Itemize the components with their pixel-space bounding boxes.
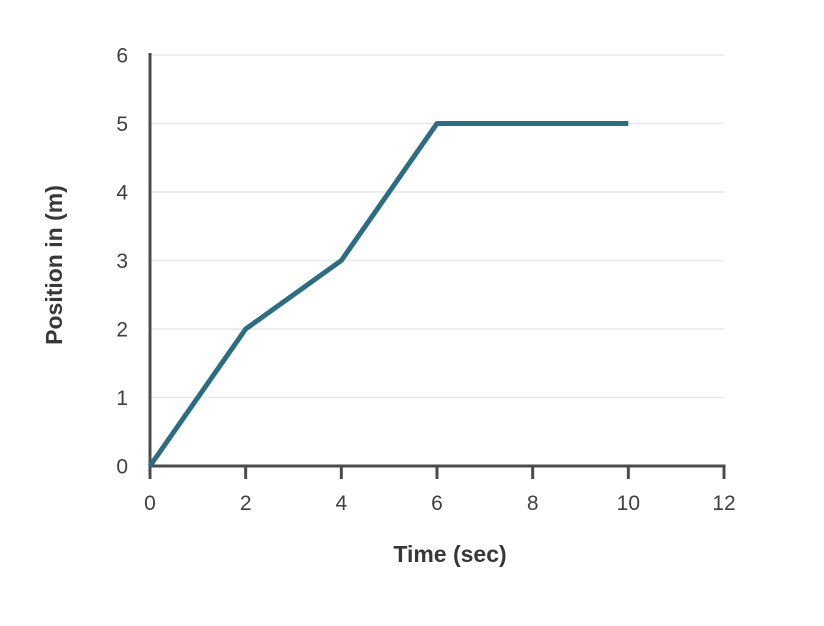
y-tick-label: 2	[116, 319, 128, 342]
y-tick-label: 6	[116, 45, 128, 68]
data-line	[147, 121, 629, 468]
y-axis-title: Position in (m)	[41, 185, 67, 345]
y-tick-label: 0	[116, 456, 128, 479]
x-tick-label: 10	[617, 492, 640, 515]
x-tick-label: 12	[712, 492, 735, 515]
y-tick-labels: 0 1 2 3 4 5 6	[116, 45, 128, 479]
y-tick-label: 4	[116, 182, 128, 205]
x-axis-title: Time (sec)	[393, 541, 506, 567]
y-tick-label: 1	[116, 387, 128, 410]
x-tick-labels: 0 2 4 6 8 10 12	[144, 492, 736, 515]
series-line	[147, 121, 629, 468]
x-tick-label: 8	[527, 492, 539, 515]
x-tick-label: 6	[431, 492, 443, 515]
x-tick-label: 0	[144, 492, 156, 515]
x-tick-label: 2	[240, 492, 252, 515]
y-tick-label: 3	[116, 250, 128, 273]
axes	[148, 53, 726, 479]
y-tick-label: 5	[116, 113, 128, 136]
x-tick-label: 4	[335, 492, 347, 515]
